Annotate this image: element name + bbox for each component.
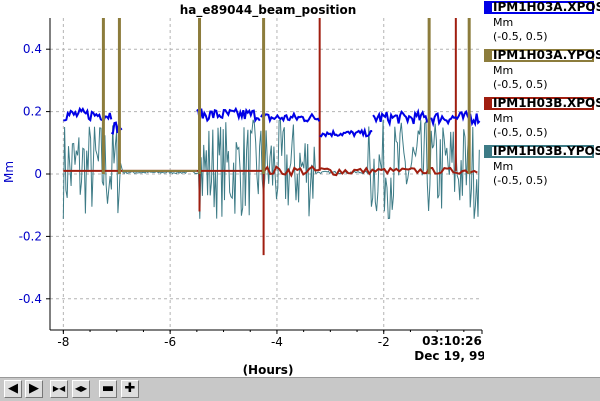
legend-label: IPM1H03B.YPOS: [493, 144, 600, 158]
legend-swatch: [484, 1, 594, 14]
x-tick-label: -6: [164, 335, 176, 349]
legend-item-ipm1h03a-xpos[interactable]: IPM1H03A.XPOS Mm (-0.5, 0.5): [484, 0, 600, 48]
x-tick-label: -2: [378, 335, 390, 349]
legend-item-ipm1h03a-ypos[interactable]: IPM1H03A.YPOS Mm (-0.5, 0.5): [484, 48, 600, 96]
legend-range: (-0.5, 0.5): [493, 78, 548, 91]
chart: ha_e89044_beam_position 0.40.20-0.2-0.4 …: [2, 3, 484, 377]
toolbar: ◀ ▶ ▶◀ ◀▶ ▬ ✚: [0, 377, 600, 401]
legend-swatch: [484, 49, 594, 62]
legend-unit: Mm: [493, 16, 514, 29]
y-tick-label: -0.2: [19, 229, 42, 243]
date-label: Dec 19, 99: [414, 349, 484, 363]
legend-item-ipm1h03b-xpos[interactable]: IPM1H03B.XPOS Mm (-0.5, 0.5): [484, 96, 600, 144]
legend-label: IPM1H03A.YPOS: [493, 48, 600, 62]
y-axis-label: Mm: [2, 161, 16, 183]
legend-range: (-0.5, 0.5): [493, 126, 548, 139]
series-ipm1h03a-xpos-line: [319, 126, 373, 139]
y-tick-label: -0.4: [19, 292, 42, 306]
legend-unit: Mm: [493, 160, 514, 173]
series-ipm1h03a-xpos-line: [372, 108, 481, 128]
y-tick-label: 0.4: [23, 42, 42, 56]
legend: IPM1H03A.XPOS Mm (-0.5, 0.5) IPM1H03A.YP…: [484, 0, 600, 192]
x-tick-label: -8: [57, 335, 69, 349]
time-label: 03:10:26: [422, 334, 482, 348]
legend-unit: Mm: [493, 112, 514, 125]
x-ticks: -8 -6 -4 -2: [57, 330, 483, 349]
scroll-left-icon[interactable]: ◀: [4, 380, 22, 398]
series-ipm1h03a-xpos-line: [260, 111, 321, 124]
series-ipm1h03b-ypos-line: [62, 118, 480, 220]
grid: [50, 18, 482, 330]
series-ipm1h03a-xpos-line: [196, 106, 261, 124]
series-group: [62, 18, 481, 256]
zoom-out-icon[interactable]: ◀▶: [72, 380, 90, 398]
y-tick-label: 0: [34, 167, 42, 181]
x-axis-label: (Hours): [243, 363, 294, 377]
add-icon[interactable]: ✚: [121, 380, 139, 398]
scroll-right-icon[interactable]: ▶: [25, 380, 43, 398]
legend-swatch: [484, 145, 594, 158]
legend-label: IPM1H03A.XPOS: [493, 0, 600, 14]
x-tick-label: -4: [271, 335, 283, 349]
legend-range: (-0.5, 0.5): [493, 174, 548, 187]
legend-swatch: [484, 97, 594, 110]
pan-icon[interactable]: ▬: [99, 380, 117, 398]
legend-range: (-0.5, 0.5): [493, 30, 548, 43]
chart-title: ha_e89044_beam_position: [180, 3, 357, 18]
y-tick-label: 0.2: [23, 105, 42, 119]
legend-item-ipm1h03b-ypos[interactable]: IPM1H03B.YPOS Mm (-0.5, 0.5): [484, 144, 600, 192]
y-ticks: 0.4 0.2 0 -0.2 -0.4: [19, 42, 50, 306]
zoom-in-icon[interactable]: ▶◀: [50, 380, 68, 398]
legend-unit: Mm: [493, 64, 514, 77]
legend-label: IPM1H03B.XPOS: [493, 96, 600, 110]
